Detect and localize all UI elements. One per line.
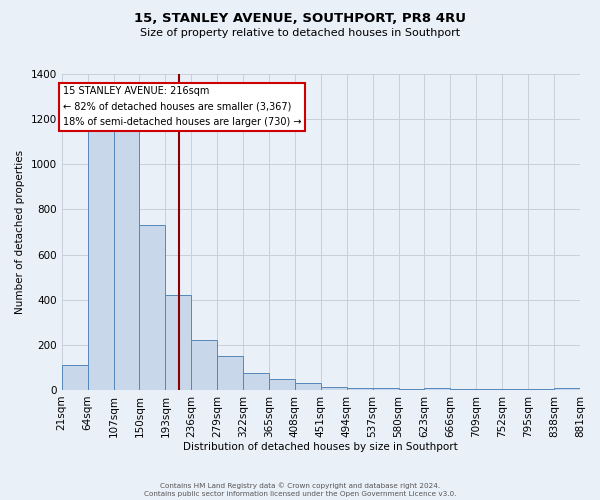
Bar [62,365,88,390]
Bar [424,388,451,390]
Bar [373,388,398,390]
Bar [139,225,166,390]
Bar [217,356,243,390]
Bar [347,388,373,390]
Text: Contains public sector information licensed under the Open Government Licence v3: Contains public sector information licen… [144,491,456,497]
Bar [295,383,321,390]
Bar [398,389,424,390]
Text: Size of property relative to detached houses in Southport: Size of property relative to detached ho… [140,28,460,38]
Text: 15, STANLEY AVENUE, SOUTHPORT, PR8 4RU: 15, STANLEY AVENUE, SOUTHPORT, PR8 4RU [134,12,466,26]
Bar [243,373,269,390]
Bar [88,130,113,390]
X-axis label: Distribution of detached houses by size in Southport: Distribution of detached houses by size … [184,442,458,452]
Bar [166,295,191,390]
Bar [269,378,295,390]
Y-axis label: Number of detached properties: Number of detached properties [15,150,25,314]
Bar [451,389,476,390]
Bar [476,389,502,390]
Text: 15 STANLEY AVENUE: 216sqm
← 82% of detached houses are smaller (3,367)
18% of se: 15 STANLEY AVENUE: 216sqm ← 82% of detac… [63,86,301,127]
Text: Contains HM Land Registry data © Crown copyright and database right 2024.: Contains HM Land Registry data © Crown c… [160,482,440,489]
Bar [113,130,139,390]
Bar [191,340,217,390]
Bar [321,386,347,390]
Bar [554,388,580,390]
